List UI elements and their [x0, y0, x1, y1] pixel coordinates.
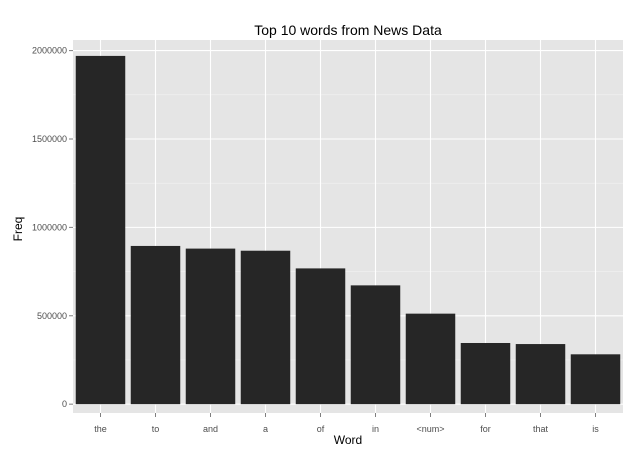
axes: 0 500000 1000000 1500000 2000000 the to and a of i…	[32, 46, 599, 434]
bars	[75, 55, 621, 405]
bar-2	[185, 248, 236, 405]
x-tick-label: <num>	[416, 424, 444, 434]
y-tick-label: 1000000	[32, 222, 67, 232]
x-axis-title: Word	[334, 433, 362, 447]
bar-4	[295, 268, 346, 405]
bar-9	[570, 354, 621, 405]
y-tick-label: 0	[62, 399, 67, 409]
bar-5	[350, 285, 401, 405]
bar-8	[515, 344, 566, 405]
bar-3	[240, 250, 291, 405]
y-tick-label: 1500000	[32, 134, 67, 144]
x-tick-label: the	[94, 424, 107, 434]
x-tick-label: in	[372, 424, 379, 434]
bar-6	[405, 313, 456, 405]
x-tick-label: that	[533, 424, 549, 434]
y-axis-title: Freq	[11, 217, 25, 242]
x-tick-label: a	[263, 424, 268, 434]
chart-title: Top 10 words from News Data	[254, 22, 442, 38]
y-tick-label: 2000000	[32, 46, 67, 56]
x-tick-label: is	[592, 424, 599, 434]
bar-0	[75, 55, 126, 405]
x-tick-label: for	[480, 424, 491, 434]
bar-1	[130, 245, 181, 405]
x-tick-label: to	[152, 424, 160, 434]
y-tick-label: 500000	[37, 311, 67, 321]
bar-7	[460, 342, 511, 405]
x-tick-label: of	[317, 424, 325, 434]
x-tick-label: and	[203, 424, 218, 434]
